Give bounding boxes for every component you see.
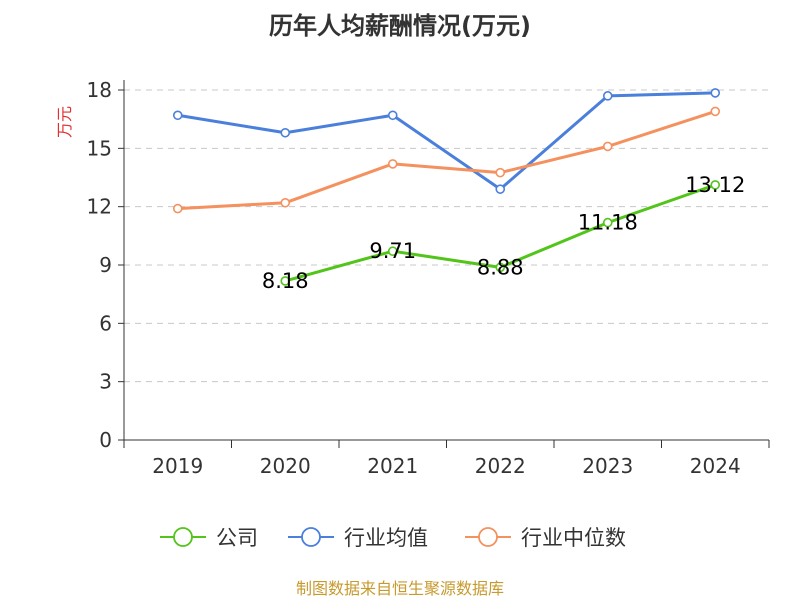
- data-label: 13.12: [685, 173, 745, 197]
- x-tick-label: 2019: [152, 454, 203, 478]
- legend-marker: [478, 527, 498, 547]
- series-line-2: [177, 91, 716, 191]
- x-tick-label: 2020: [260, 454, 311, 478]
- data-label: 11.18: [578, 211, 638, 235]
- y-tick-label: 6: [99, 311, 112, 335]
- legend-label: 行业中位数: [521, 526, 626, 550]
- data-label: 8.88: [477, 255, 524, 279]
- data-point: [172, 110, 183, 121]
- legend-marker: [301, 527, 321, 547]
- x-tick-label: 2021: [367, 454, 418, 478]
- series-line-3: [177, 109, 716, 211]
- data-point: [710, 88, 721, 98]
- data-label: 8.18: [262, 269, 309, 293]
- data-label: 9.71: [369, 239, 416, 263]
- y-tick-label: 15: [87, 136, 112, 160]
- data-point: [280, 197, 291, 208]
- legend-label: 行业均值: [344, 526, 428, 550]
- data-point: [387, 246, 398, 256]
- data-point: [387, 110, 398, 121]
- x-tick-label: 2023: [582, 454, 633, 478]
- data-point: [710, 180, 721, 190]
- data-point: [602, 91, 613, 101]
- x-tick-label: 2024: [690, 454, 741, 478]
- y-axis-unit-label: 万元: [55, 106, 74, 138]
- y-tick-label: 12: [87, 195, 112, 219]
- data-point: [495, 262, 506, 273]
- chart-title: 历年人均薪酬情况(万元): [269, 12, 531, 40]
- data-point: [710, 106, 721, 117]
- data-point: [495, 184, 506, 194]
- data-point: [602, 141, 613, 152]
- y-tick-label: 0: [99, 428, 112, 452]
- data-point: [280, 276, 291, 286]
- data-point: [602, 217, 613, 228]
- y-tick-label: 18: [87, 78, 112, 102]
- legend-label: 公司: [216, 526, 258, 550]
- data-point: [172, 203, 183, 214]
- legend-marker: [173, 527, 193, 547]
- y-tick-label: 9: [99, 253, 112, 277]
- y-tick-label: 3: [99, 370, 112, 394]
- data-point: [387, 159, 398, 169]
- data-point: [495, 167, 506, 178]
- x-tick-label: 2022: [475, 454, 526, 478]
- data-point: [280, 127, 291, 138]
- source-note: 制图数据来自恒生聚源数据库: [296, 579, 504, 598]
